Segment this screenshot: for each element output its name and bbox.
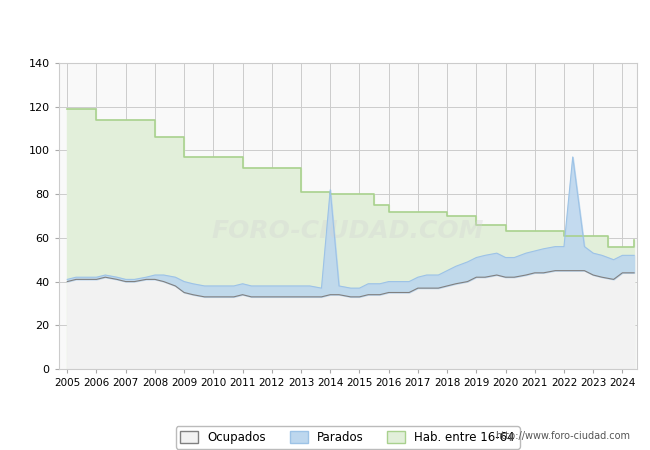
Legend: Ocupados, Parados, Hab. entre 16-64: Ocupados, Parados, Hab. entre 16-64 <box>176 426 520 449</box>
Text: http://www.foro-ciudad.com: http://www.foro-ciudad.com <box>495 431 630 441</box>
Text: FORO-CIUDAD.COM: FORO-CIUDAD.COM <box>211 219 484 243</box>
Text: Almaluez - Evolucion de la poblacion en edad de Trabajar Mayo de 2024: Almaluez - Evolucion de la poblacion en … <box>84 21 566 33</box>
